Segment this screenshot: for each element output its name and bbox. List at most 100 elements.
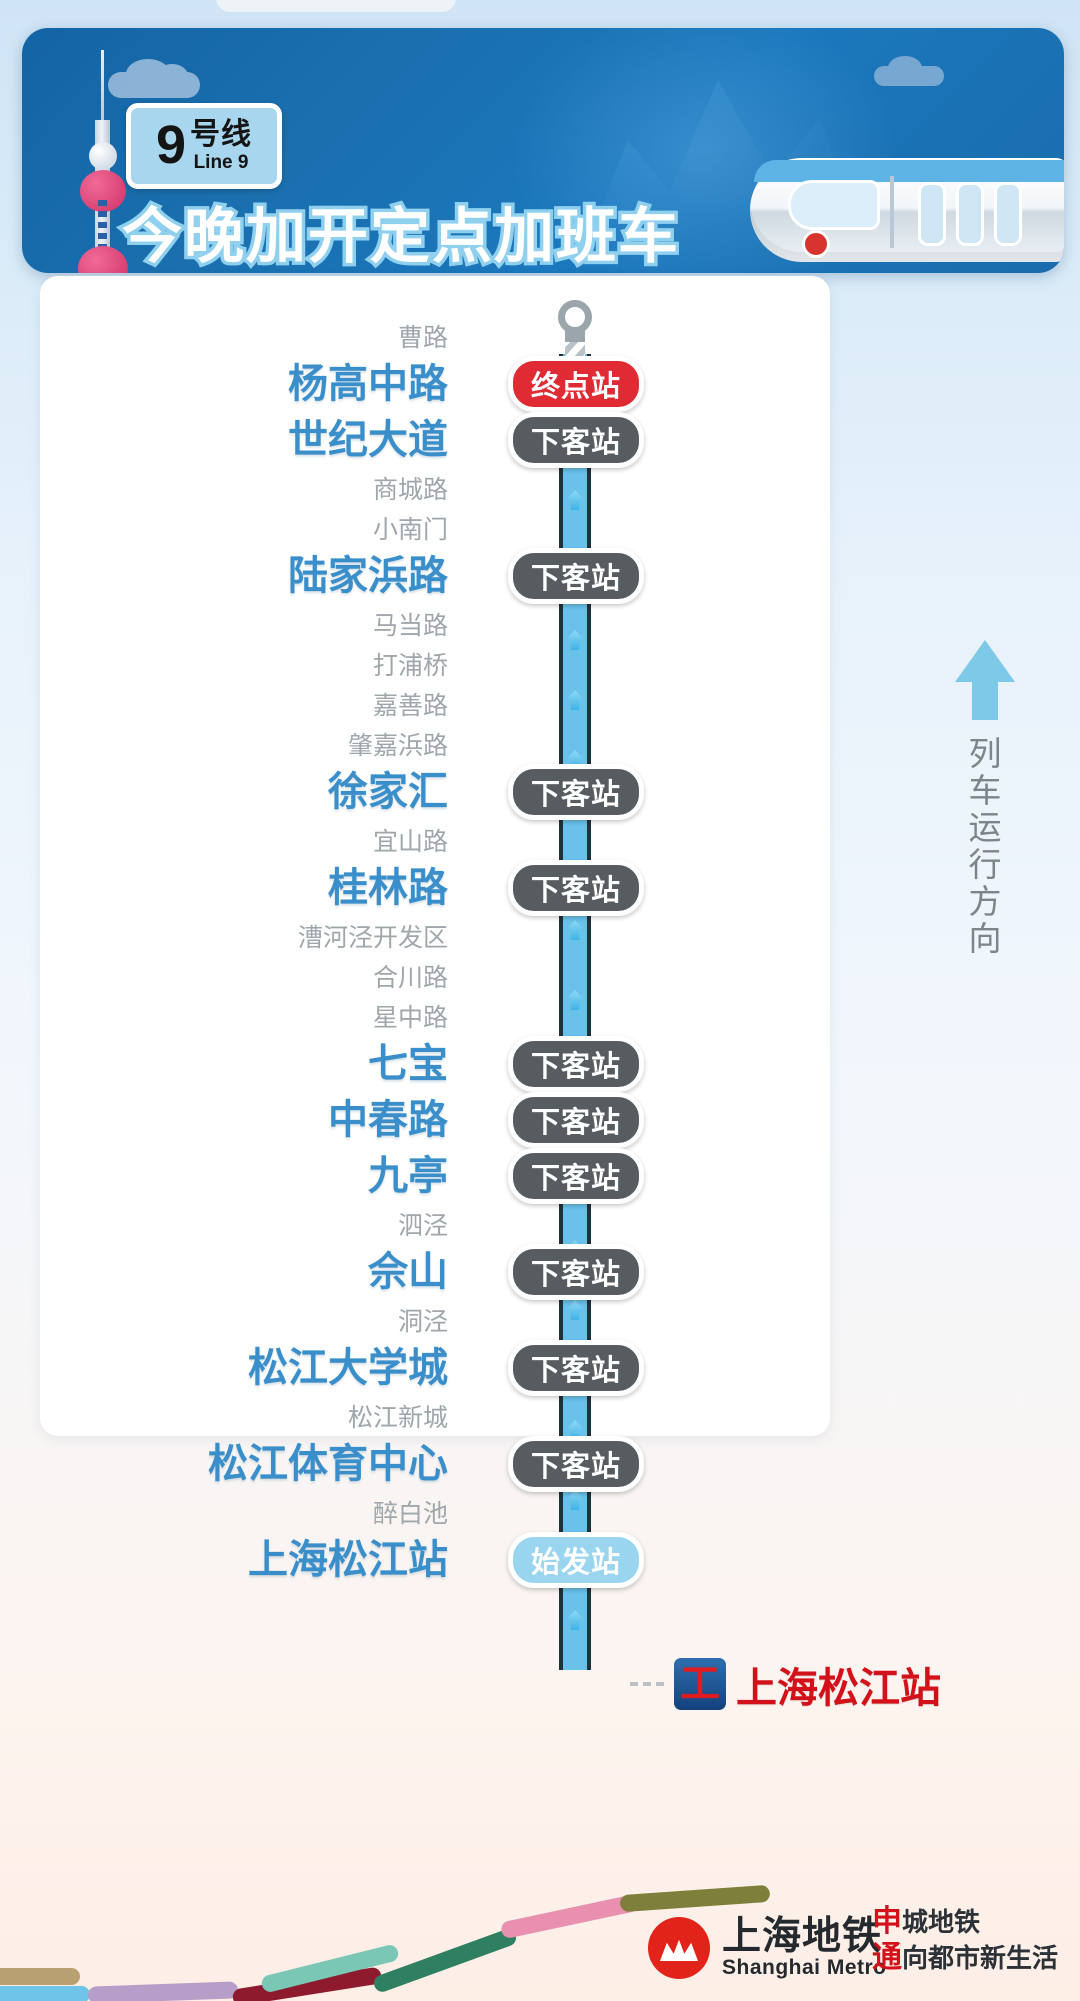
metro-line-stripe [0, 1968, 80, 1985]
station-status-badge: 始发站 [508, 1532, 645, 1588]
metro-line-stripe [619, 1884, 771, 1913]
china-railway-icon: 工 [674, 1658, 726, 1710]
station-row-minor: 肇嘉浜路 [0, 728, 1080, 764]
station-name: 七宝 [368, 1042, 448, 1086]
metro-line-stripe [499, 1893, 641, 1940]
railway-transfer-link: 工 上海松江站 [630, 1654, 941, 1714]
station-name: 世纪大道 [288, 418, 448, 462]
station-row-major: 佘山 下客站 [0, 1244, 1080, 1300]
station-row-major: 上海松江站 始发站 [0, 1532, 1080, 1588]
station-status-badge: 终点站 [508, 356, 645, 412]
station-row-minor: 曹路 [0, 320, 1080, 356]
oriental-pearl-tower-icon [70, 50, 136, 273]
station-name: 松江大学城 [248, 1346, 448, 1390]
station-name: 曹路 [397, 323, 448, 352]
station-name: 泗泾 [397, 1211, 448, 1240]
station-row-minor: 打浦桥 [0, 648, 1080, 684]
station-name: 商城路 [372, 475, 448, 504]
station-row-major: 七宝 下客站 [0, 1036, 1080, 1092]
station-status-badge: 下客站 [508, 1436, 645, 1492]
slogan-rest-2: 向都市新生活 [901, 1943, 1058, 1974]
station-row-major: 徐家汇 下客站 [0, 764, 1080, 820]
station-status-badge: 下客站 [508, 1340, 645, 1396]
station-name: 合川路 [372, 963, 448, 992]
top-notch-bar [216, 0, 456, 12]
station-status-badge: 下客站 [508, 860, 645, 916]
slogan-rest-1: 城地铁 [901, 1906, 980, 1937]
station-name: 马当路 [372, 611, 448, 640]
station-name: 徐家汇 [328, 770, 448, 814]
station-name: 陆家浜路 [288, 554, 448, 598]
station-name: 肇嘉浜路 [347, 731, 448, 760]
station-name: 洞泾 [397, 1307, 448, 1336]
dashed-connector [630, 1682, 664, 1686]
station-name: 九亭 [368, 1154, 448, 1198]
header-banner: 9 号线 Line 9 今晚加开定点加班车 [22, 28, 1064, 273]
slogan-line-1: 申城地铁 [872, 1904, 1058, 1941]
station-row-major: 陆家浜路 下客站 [0, 548, 1080, 604]
station-name: 星中路 [372, 1003, 448, 1032]
station-status-badge: 下客站 [508, 1092, 645, 1148]
station-status-badge: 下客站 [508, 764, 645, 820]
station-row-minor: 漕河泾开发区 [0, 920, 1080, 956]
station-row-major: 中春路 下客站 [0, 1092, 1080, 1148]
cloud-icon [874, 56, 944, 86]
metro-line-stripe [87, 1981, 239, 2001]
metro-lines-swoosh [0, 1884, 771, 2001]
station-row-major: 世纪大道 下客站 [0, 412, 1080, 468]
up-arrow-icon [955, 640, 1015, 682]
train-direction-indicator: 列车运行方向 [930, 640, 1040, 958]
station-row-major: 松江体育中心 下客站 [0, 1436, 1080, 1492]
station-name: 桂林路 [328, 866, 448, 910]
line-number-badge: 9 号线 Line 9 [126, 103, 282, 189]
station-row-minor: 小南门 [0, 512, 1080, 548]
station-name: 小南门 [372, 515, 448, 544]
china-railway-glyph: 工 [680, 1661, 720, 1707]
station-name: 上海松江站 [248, 1538, 448, 1582]
station-row-minor: 星中路 [0, 1000, 1080, 1036]
station-row-major: 松江大学城 下客站 [0, 1340, 1080, 1396]
station-row-major: 九亭 下客站 [0, 1148, 1080, 1204]
station-status-badge: 下客站 [508, 548, 645, 604]
station-row-minor: 马当路 [0, 608, 1080, 644]
station-name: 宜山路 [372, 827, 448, 856]
station-name: 嘉善路 [372, 691, 448, 720]
shanghai-metro-logo-icon: 上海地铁 Shanghai Metro [648, 1917, 887, 1979]
station-row-minor: 宜山路 [0, 824, 1080, 860]
station-name: 杨高中路 [288, 362, 448, 406]
station-row-minor: 洞泾 [0, 1304, 1080, 1340]
cloud-icon [108, 59, 200, 98]
station-status-badge: 下客站 [508, 412, 645, 468]
station-row-minor: 醉白池 [0, 1496, 1080, 1532]
station-name: 打浦桥 [372, 651, 448, 680]
line-number-suffix-cn: 号线 [190, 118, 253, 151]
station-name: 佘山 [368, 1250, 448, 1294]
direction-label: 列车运行方向 [968, 735, 1002, 957]
line-number-en: Line 9 [193, 152, 249, 173]
station-name: 松江新城 [347, 1403, 448, 1432]
station-name: 漕河泾开发区 [297, 923, 448, 952]
brand-name-en: Shanghai Metro [722, 1956, 887, 1980]
footer-slogan: 申城地铁 通向都市新生活 [872, 1904, 1058, 1977]
headline-text: 今晚加开定点加班车 [119, 200, 682, 274]
station-status-badge: 下客站 [508, 1148, 645, 1204]
slogan-accent-2: 通 [871, 1941, 902, 1975]
station-row-minor: 泗泾 [0, 1208, 1080, 1244]
railway-station-name: 上海松江站 [736, 1665, 941, 1711]
station-name: 中春路 [328, 1098, 448, 1142]
brand-name-cn: 上海地铁 [722, 1915, 883, 1959]
station-name: 醉白池 [372, 1499, 448, 1528]
station-status-badge: 下客站 [508, 1244, 645, 1300]
metro-train-icon [750, 146, 1064, 271]
metro-logo-mark [648, 1917, 710, 1979]
metro-line-stripe [0, 1986, 90, 2001]
station-status-badge: 下客站 [508, 1036, 645, 1092]
station-row-minor: 松江新城 [0, 1400, 1080, 1436]
slogan-accent-1: 申 [871, 1904, 902, 1938]
station-row-major: 杨高中路 终点站 [0, 356, 1080, 412]
footer-bar: 上海地铁 Shanghai Metro 申城地铁 通向都市新生活 [0, 1861, 1080, 2001]
station-row-major: 桂林路 下客站 [0, 860, 1080, 916]
up-arrow-stem [972, 682, 998, 720]
slogan-line-2: 通向都市新生活 [872, 1940, 1058, 1977]
station-row-minor: 商城路 [0, 472, 1080, 508]
